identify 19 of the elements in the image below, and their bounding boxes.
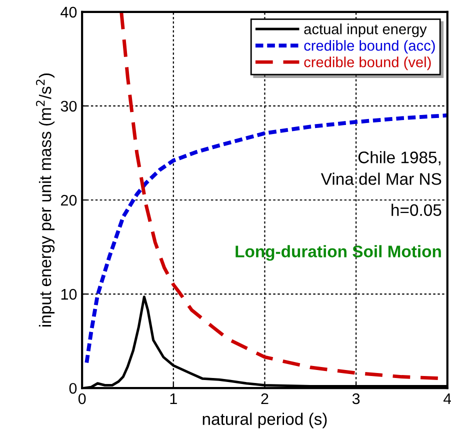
x-axis-title: natural period (s) [202, 412, 327, 428]
x-tick-label: 2 [261, 393, 268, 404]
y-tick-label: 40 [60, 6, 77, 18]
y-tick-label: 10 [61, 288, 77, 300]
y-axis-title: input energy per unit mass (m$^{2}$/s$^{2}$) [36, 74, 55, 326]
legend-label: credible bound (acc) [304, 40, 435, 54]
annotation: Long-duration Soil Motion [236, 245, 441, 261]
x-tick-label: 4 [443, 394, 451, 404]
line-series [84, 113, 448, 365]
legend-label: credible bound (vel) [304, 56, 431, 70]
y-tick-label: 20 [61, 194, 77, 206]
x-tick-label: 3 [352, 393, 360, 404]
annotation: Chile 1985, Vina del Mar NS [320, 151, 442, 185]
y-tick-label: 0 [69, 382, 77, 394]
x-tick-label: 0 [78, 393, 86, 404]
legend-label: actual input energy [304, 24, 427, 38]
annotation: h=0.05 [392, 204, 442, 216]
y-tick-label: 30 [60, 100, 77, 112]
x-tick-label: 1 [170, 394, 177, 404]
